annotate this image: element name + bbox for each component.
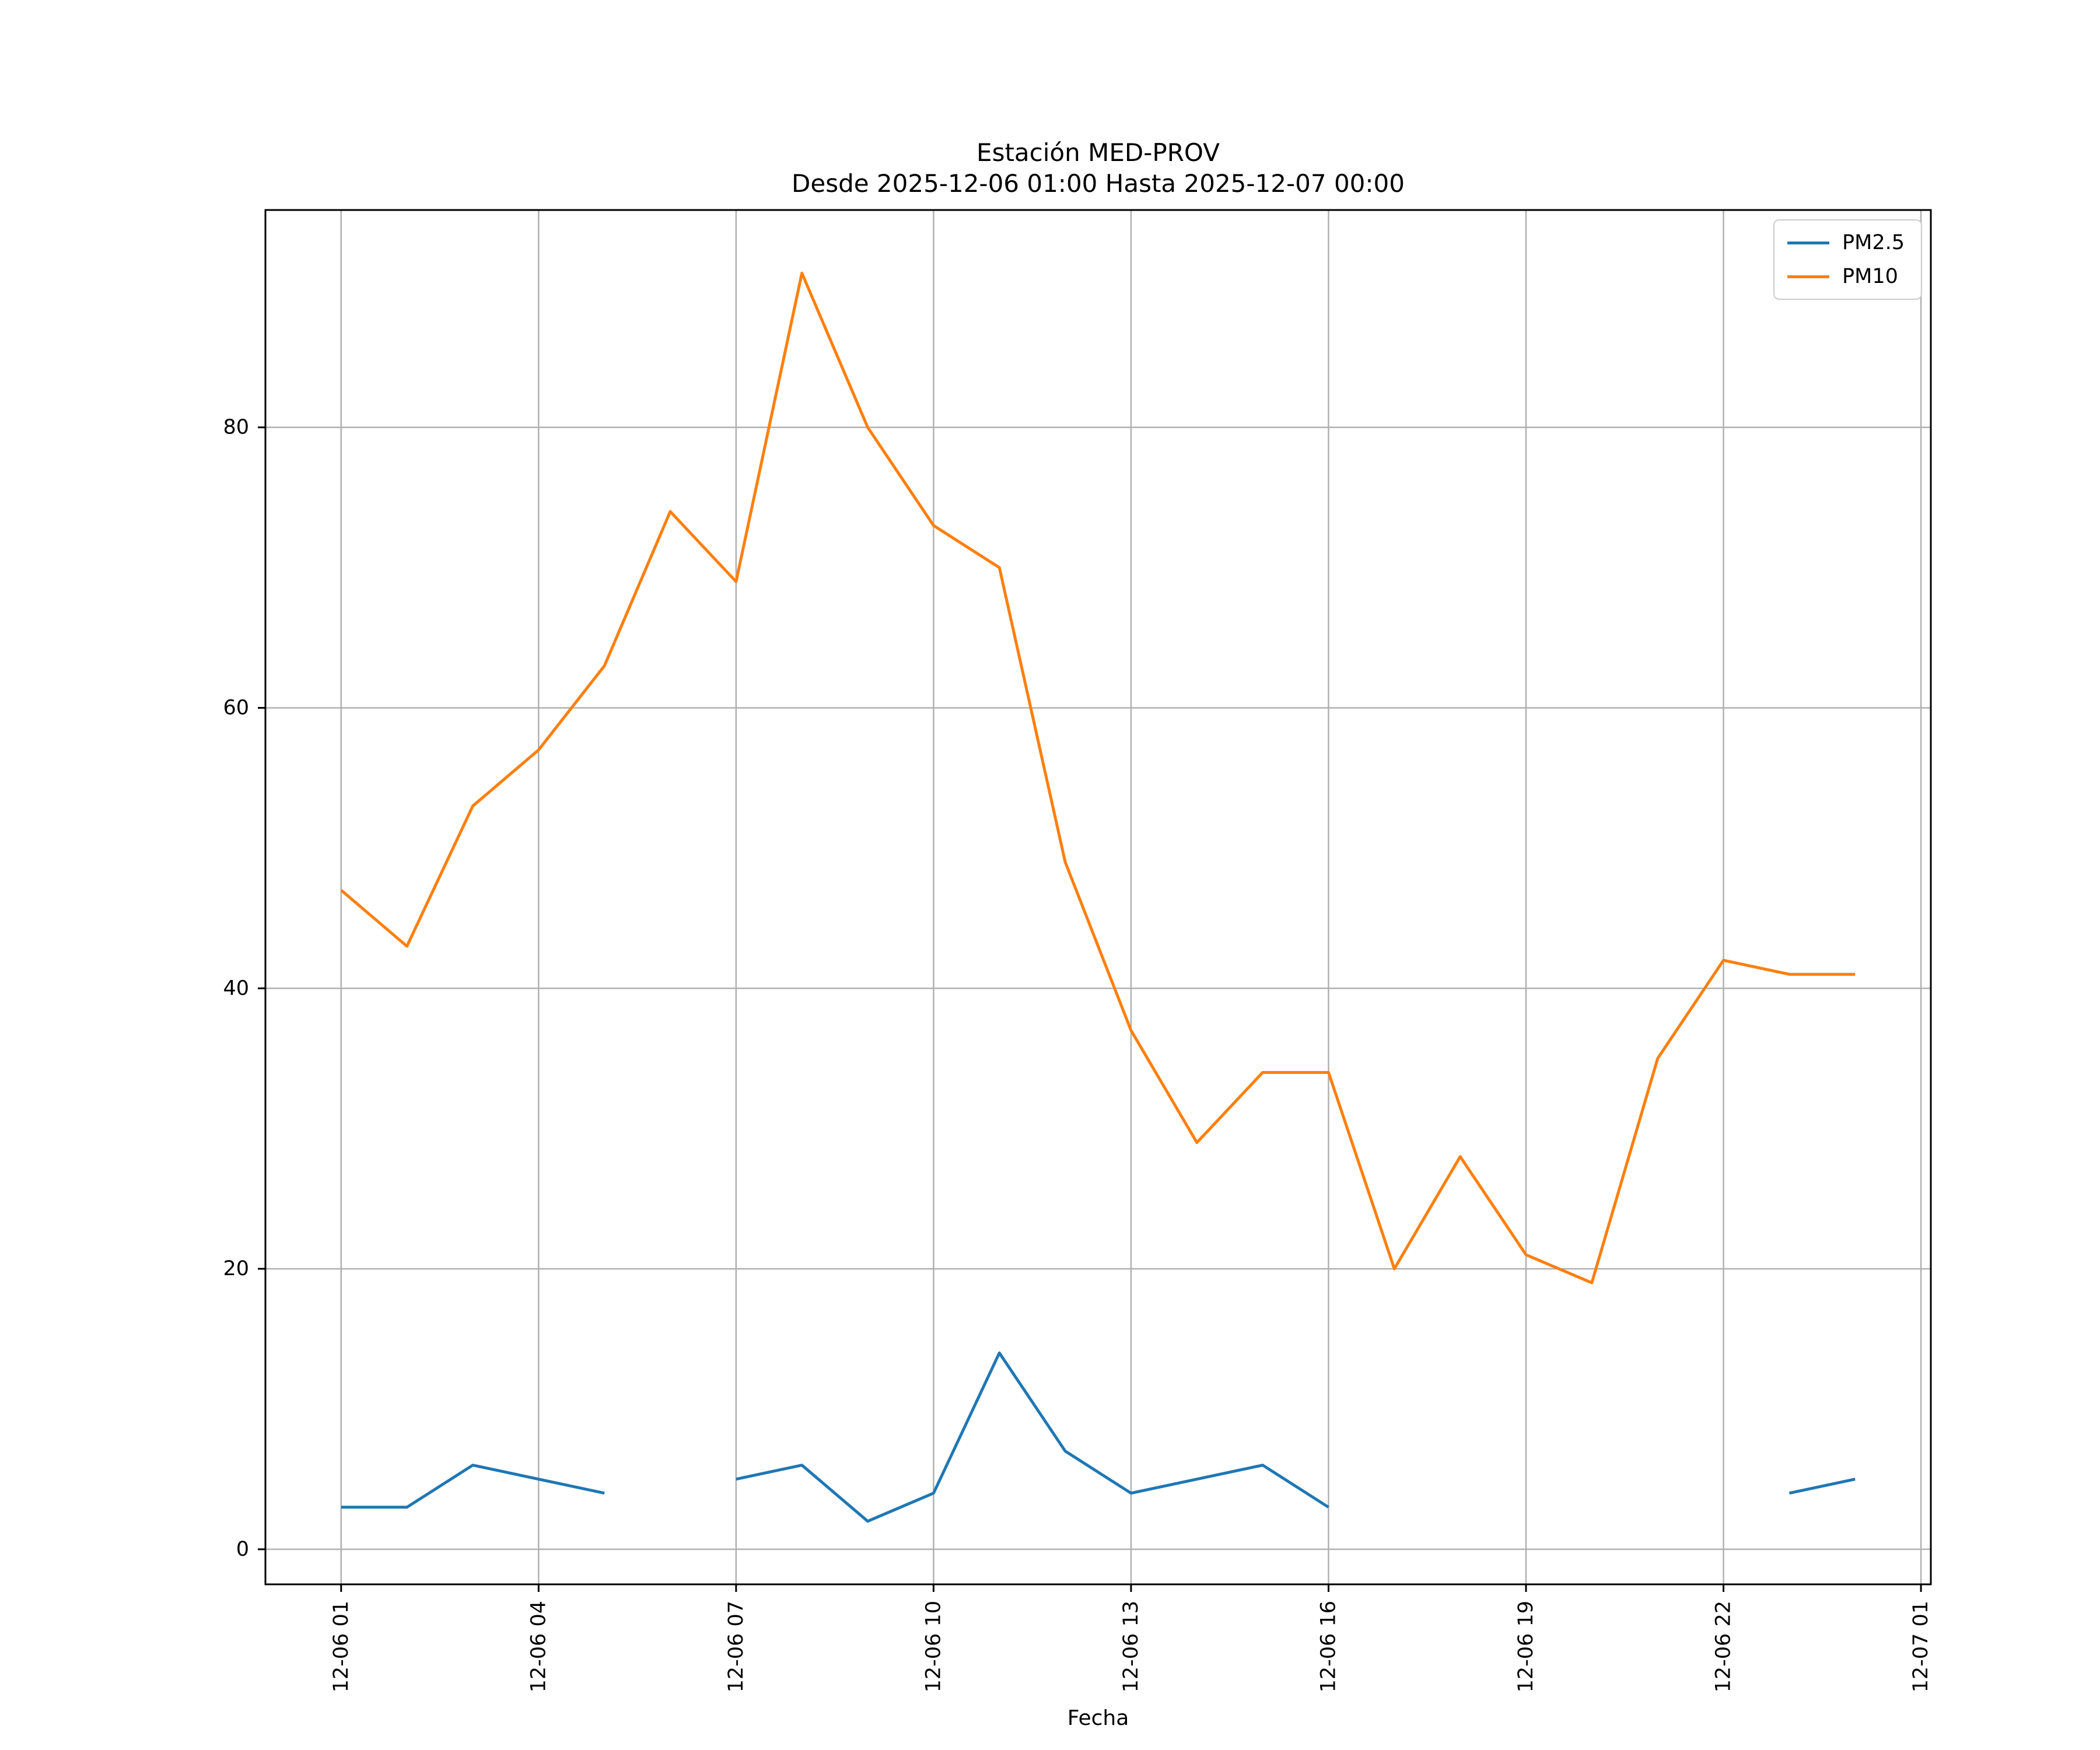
x-tick-label: 12-06 07 [724,1601,748,1692]
legend-item-pm10: PM10 [1787,265,1905,288]
plot-frame [264,209,1932,1586]
chart-title-line1: Estación MED-PROV [977,138,1220,167]
x-axis-label: Fecha [1067,1706,1129,1730]
legend: PM2.5 PM10 [1773,219,1922,300]
x-tick-label: 12-06 10 [922,1601,945,1692]
chart-title-line2: Desde 2025-12-06 01:00 Hasta 2025-12-07 … [792,169,1405,198]
y-tick-label: 20 [223,1257,249,1280]
x-tick-label: 12-06 22 [1712,1601,1735,1692]
series-line-PM10 [340,271,1856,1284]
y-tick-label: 80 [223,416,249,439]
y-tick-label: 60 [223,696,249,719]
x-tick-label: 12-06 19 [1514,1601,1538,1692]
y-tick-label: 40 [223,977,249,1000]
x-tick-label: 12-06 01 [330,1601,353,1692]
x-tick-label: 12-06 16 [1317,1601,1340,1692]
series-line-PM2.5 [1788,1478,1856,1495]
pm10-legend-label: PM10 [1842,265,1898,288]
y-tick-label: 0 [236,1538,249,1561]
series-line-PM2.5 [341,1464,605,1509]
x-tick-label: 12-07 01 [1909,1601,1933,1692]
pm25-legend-label: PM2.5 [1842,231,1905,254]
series-line-PM2.5 [736,1351,1329,1523]
legend-item-pm25: PM2.5 [1787,231,1905,254]
pm25-line-swatch [1787,241,1830,244]
pm10-line-swatch [1787,275,1830,278]
chart-title: Estación MED-PROV Desde 2025-12-06 01:00… [265,138,1931,199]
x-tick-label: 12-06 04 [527,1601,550,1692]
x-tick-label: 12-06 13 [1119,1601,1143,1692]
